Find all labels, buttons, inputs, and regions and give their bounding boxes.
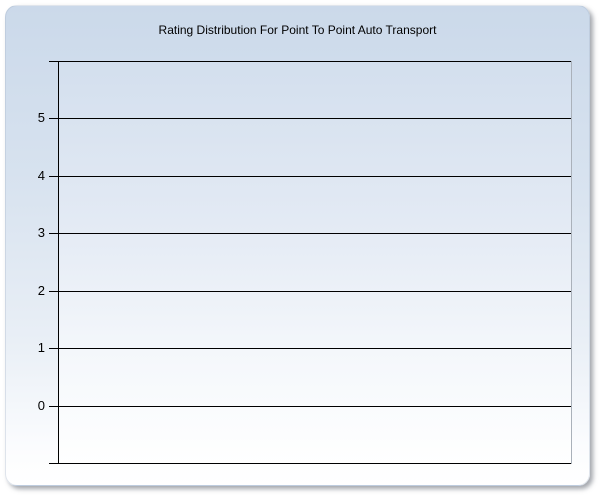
gridline — [59, 61, 571, 62]
y-axis-tick — [49, 406, 58, 407]
y-axis-tick — [49, 176, 58, 177]
gridline — [59, 118, 571, 119]
y-axis-tick — [49, 463, 58, 464]
plot-area — [58, 61, 572, 464]
chart-title: Rating Distribution For Point To Point A… — [158, 23, 437, 37]
y-axis-label: 5 — [37, 110, 45, 125]
y-axis-label: 2 — [37, 283, 45, 298]
y-axis-label: 4 — [37, 168, 45, 183]
gridline — [59, 463, 571, 464]
y-axis-tick — [49, 61, 58, 62]
y-axis-label: 3 — [37, 225, 45, 240]
gridline — [59, 176, 571, 177]
gridline — [59, 291, 571, 292]
y-axis-tick — [49, 348, 58, 349]
gridline — [59, 348, 571, 349]
y-axis-tick — [49, 118, 58, 119]
gridline — [59, 406, 571, 407]
y-axis-label: 1 — [37, 340, 45, 355]
y-axis-label: 0 — [37, 398, 45, 413]
y-axis-tick — [49, 233, 58, 234]
y-axis-tick — [49, 291, 58, 292]
chart-panel: Rating Distribution For Point To Point A… — [5, 5, 590, 486]
gridline — [59, 233, 571, 234]
